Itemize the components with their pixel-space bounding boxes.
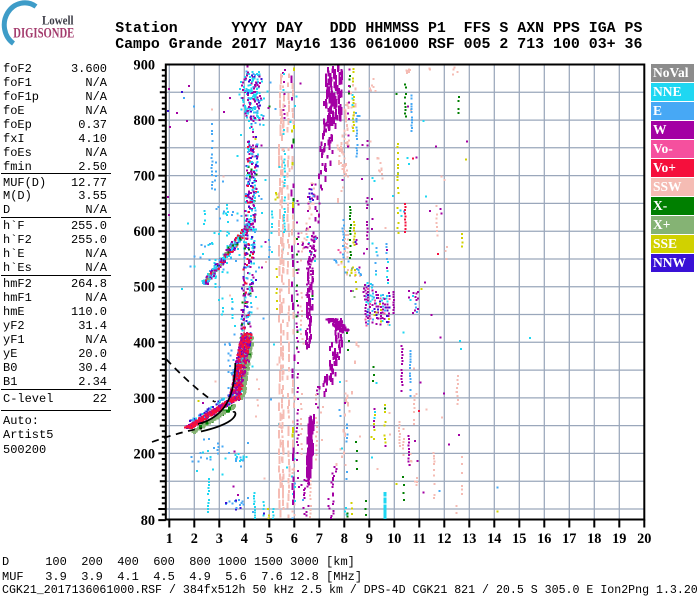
svg-text:1: 1 <box>166 531 173 547</box>
svg-text:14: 14 <box>487 531 501 547</box>
svg-text:10: 10 <box>387 531 401 547</box>
svg-text:2: 2 <box>191 531 198 547</box>
svg-text:9: 9 <box>366 531 373 547</box>
svg-text:700: 700 <box>134 169 155 185</box>
svg-text:3: 3 <box>216 531 223 547</box>
svg-text:7: 7 <box>316 531 323 547</box>
svg-text:11: 11 <box>413 531 427 547</box>
svg-text:12: 12 <box>437 531 451 547</box>
svg-text:800: 800 <box>134 113 155 129</box>
svg-text:400: 400 <box>134 335 155 351</box>
svg-text:5: 5 <box>266 531 273 547</box>
svg-text:15: 15 <box>512 531 526 547</box>
svg-text:16: 16 <box>537 531 551 547</box>
svg-text:19: 19 <box>612 531 626 547</box>
svg-text:200: 200 <box>134 446 155 462</box>
svg-text:13: 13 <box>462 531 476 547</box>
svg-text:500: 500 <box>134 280 155 296</box>
svg-text:4: 4 <box>241 531 248 547</box>
svg-text:80: 80 <box>141 513 155 529</box>
svg-text:900: 900 <box>134 58 155 74</box>
svg-text:20: 20 <box>637 531 651 547</box>
svg-text:8: 8 <box>341 531 348 547</box>
svg-text:18: 18 <box>587 531 601 547</box>
svg-text:300: 300 <box>134 391 155 407</box>
svg-text:600: 600 <box>134 224 155 240</box>
svg-text:17: 17 <box>562 531 576 547</box>
svg-text:DIGISONDE: DIGISONDE <box>13 25 74 41</box>
svg-text:6: 6 <box>291 531 298 547</box>
svg-text:Lowell: Lowell <box>42 14 74 28</box>
